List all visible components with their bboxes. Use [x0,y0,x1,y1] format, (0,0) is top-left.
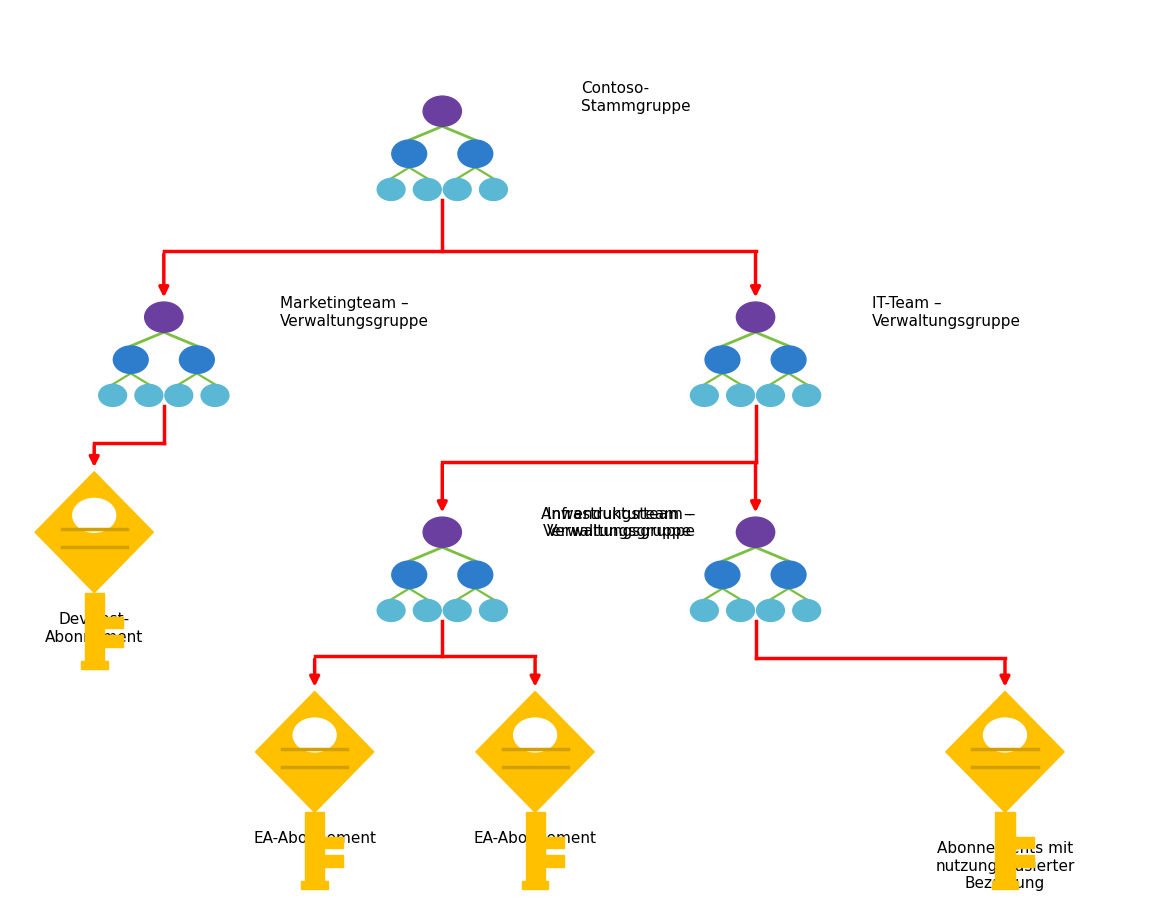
Text: Dev/Test-
Abonnement: Dev/Test- Abonnement [45,612,143,644]
Text: EA-Abonnement: EA-Abonnement [473,832,597,846]
Circle shape [144,302,183,332]
Polygon shape [35,472,154,593]
Circle shape [793,599,821,621]
Bar [324,855,343,867]
Circle shape [757,599,784,621]
Circle shape [727,385,755,407]
Circle shape [73,498,115,532]
Circle shape [423,96,462,127]
Bar [522,881,549,889]
Bar [305,812,324,881]
Circle shape [201,385,229,407]
Circle shape [392,140,427,167]
Bar [996,812,1014,881]
Bar [1014,836,1034,848]
Text: Marketingteam –
Verwaltungsgruppe: Marketingteam – Verwaltungsgruppe [280,297,429,329]
Circle shape [99,385,127,407]
Circle shape [793,385,821,407]
Text: Anwendungsteam –
Verwaltungsgruppe: Anwendungsteam – Verwaltungsgruppe [541,507,692,539]
Circle shape [458,561,493,588]
Circle shape [479,599,507,621]
Circle shape [736,517,775,547]
Circle shape [479,178,507,200]
Circle shape [727,599,755,621]
Circle shape [736,302,775,332]
Bar [526,812,544,881]
Circle shape [984,718,1027,752]
Text: IT-Team –
Verwaltungsgruppe: IT-Team – Verwaltungsgruppe [871,297,1021,329]
Circle shape [691,385,719,407]
Circle shape [413,178,441,200]
Circle shape [771,346,806,374]
Polygon shape [946,691,1064,812]
Circle shape [392,561,427,588]
Bar [1014,855,1034,867]
Bar [324,836,343,848]
Bar [104,635,123,647]
Polygon shape [256,691,373,812]
Bar [80,661,108,669]
Bar [544,855,564,867]
Circle shape [377,599,405,621]
Circle shape [458,140,493,167]
Bar [104,617,123,629]
Circle shape [705,346,740,374]
Text: Contoso-
Stammgruppe: Contoso- Stammgruppe [582,82,691,114]
Circle shape [413,599,441,621]
Text: EA-Abonnement: EA-Abonnement [254,832,376,846]
Circle shape [179,346,214,374]
Bar [301,881,328,889]
Circle shape [705,561,740,588]
Circle shape [771,561,806,588]
Circle shape [443,178,471,200]
Circle shape [423,517,462,547]
Circle shape [514,718,557,752]
Circle shape [135,385,163,407]
Circle shape [443,599,471,621]
Bar [85,593,104,661]
Circle shape [757,385,784,407]
Text: Infrastrukturteam –
Verwaltungsgruppe: Infrastrukturteam – Verwaltungsgruppe [547,507,695,539]
Bar [544,836,564,848]
Circle shape [691,599,719,621]
Polygon shape [476,691,594,812]
Circle shape [377,178,405,200]
Circle shape [293,718,336,752]
Text: Abonnements mit
nutzungsbasierter
Bezahlung: Abonnements mit nutzungsbasierter Bezahl… [935,842,1075,891]
Circle shape [113,346,148,374]
Circle shape [165,385,193,407]
Bar [992,881,1019,889]
